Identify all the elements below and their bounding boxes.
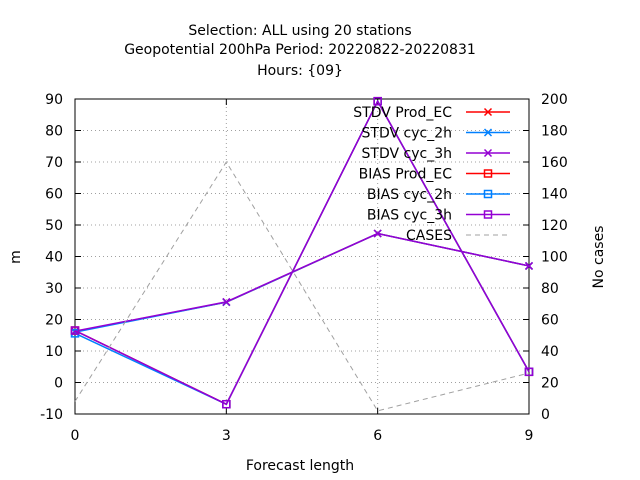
legend-label-bias-cyc-3h: BIAS cyc_3h: [367, 208, 452, 224]
y2-axis-label: No cases: [591, 226, 607, 289]
legend-entry-cases: CASES: [406, 228, 510, 244]
x-tick-label-3: 3: [222, 428, 231, 444]
legend-entry-stdv-prod-ec: STDV Prod_EC: [353, 105, 510, 121]
y2-tick-label-80: 80: [541, 281, 559, 297]
point-bias-cyc-3h-0: [70, 326, 80, 335]
series-line-stdv-prod-ec: [74, 232, 530, 333]
y2-tick-label-20: 20: [541, 376, 559, 392]
y2-tick-label-160: 160: [541, 155, 568, 171]
series-cases: [74, 161, 530, 412]
y-tick-label-10: 10: [45, 344, 63, 360]
point-stdv-cyc-3h-1-b: [222, 297, 231, 306]
grid: [75, 99, 529, 414]
legend-marker-bias-cyc-3h: [483, 210, 493, 219]
legend-entry-stdv-cyc-2h: STDV cyc_2h: [362, 126, 510, 142]
y-tick-label-30: 30: [45, 281, 63, 297]
point-stdv-cyc-3h-2-b: [373, 229, 382, 238]
legend-label-stdv-cyc-3h: STDV cyc_3h: [362, 146, 452, 162]
x-axis-label: Forecast length: [246, 458, 354, 474]
legend-label-stdv-cyc-2h: STDV cyc_2h: [362, 126, 452, 142]
y-tick-label-60: 60: [45, 187, 63, 203]
y2-tick-label-100: 100: [541, 250, 568, 266]
series: [70, 96, 534, 412]
y-tick-label-40: 40: [45, 250, 63, 266]
y2-tick-label-40: 40: [541, 344, 559, 360]
point-stdv-cyc-3h-3-b: [524, 261, 534, 270]
series-stdv-cyc-3h: [70, 229, 534, 336]
legend-marker-stdv-cyc-3h-b: [483, 148, 493, 158]
title-line-1: Selection: ALL using 20 stations: [188, 23, 411, 39]
legend-entry-bias-prod-ec: BIAS Prod_EC: [359, 167, 510, 183]
y-tick-label-90: 90: [45, 92, 63, 108]
legend-entry-stdv-cyc-3h: STDV cyc_3h: [362, 146, 510, 162]
y-tick-label-70: 70: [45, 155, 63, 171]
legend-marker-stdv-cyc-2h-b: [483, 128, 493, 137]
legend-entry-bias-cyc-2h: BIAS cyc_2h: [367, 187, 510, 203]
y-tick-label-0: 0: [54, 376, 63, 392]
title: Selection: ALL using 20 stations Geopote…: [124, 23, 476, 79]
legend-marker-stdv-prod-ec-b: [483, 107, 493, 117]
title-line-2: Geopotential 200hPa Period: 20220822-202…: [124, 42, 476, 58]
x-tick-label-0: 0: [71, 428, 80, 444]
y-tick-label-80: 80: [45, 124, 63, 140]
y2-tick-label-0: 0: [541, 407, 550, 423]
point-bias-cyc-3h-3: [524, 367, 534, 377]
point-bias-cyc-3h-1: [222, 399, 231, 409]
y-tick-label-20: 20: [45, 313, 63, 329]
legend-label-cases: CASES: [406, 228, 452, 244]
point-bias-cyc-3h-2: [373, 96, 382, 106]
series-line-cases: [74, 161, 530, 412]
y2-tick-label-140: 140: [541, 187, 568, 203]
title-line-3: Hours: {09}: [257, 63, 343, 79]
series-bias-cyc-3h: [70, 96, 534, 409]
x-tick-label-6: 6: [373, 428, 382, 444]
axes: 0 3 6 9 -10 0 10 20 30 40 50 60 70 80 90 0 20 40 60 80 100 12…: [40, 92, 568, 444]
y-tick-label--10: -10: [40, 407, 63, 423]
legend: STDV Prod_EC STDV cyc_2h STDV cyc_3h BIAS P…: [353, 105, 510, 244]
x-tick-label-9: 9: [525, 428, 534, 444]
series-line-bias-cyc-3h: [74, 99, 530, 406]
y-axis-label: m: [8, 250, 24, 264]
series-line-stdv-cyc-3h: [74, 232, 530, 332]
y2-tick-label-120: 120: [541, 218, 568, 234]
legend-label-stdv-prod-ec: STDV Prod_EC: [353, 105, 452, 121]
legend-marker-bias-prod-ec: [483, 169, 493, 178]
legend-label-bias-prod-ec: BIAS Prod_EC: [359, 167, 453, 183]
y-tick-label-50: 50: [45, 218, 63, 234]
y2-tick-label-180: 180: [541, 124, 568, 140]
legend-entry-bias-cyc-3h: BIAS cyc_3h: [367, 208, 510, 224]
y2-tick-label-200: 200: [541, 92, 568, 108]
legend-label-bias-cyc-2h: BIAS cyc_2h: [367, 187, 452, 203]
y2-tick-label-60: 60: [541, 313, 559, 329]
legend-marker-bias-cyc-2h: [483, 189, 493, 199]
